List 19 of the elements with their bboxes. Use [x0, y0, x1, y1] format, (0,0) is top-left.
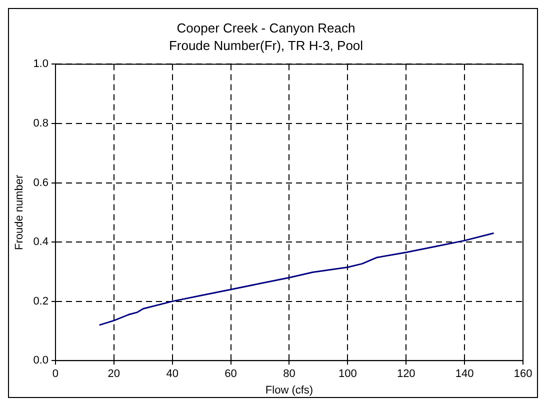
- y-tick-label: 0.4: [33, 236, 48, 248]
- x-tick-label: 160: [514, 368, 532, 380]
- x-axis-title: Flow (cfs): [265, 384, 314, 396]
- x-tick-label: 0: [52, 368, 59, 380]
- x-tick-label: 100: [338, 368, 357, 380]
- x-tick-label: 140: [455, 368, 474, 380]
- x-tick-label: 80: [283, 368, 296, 380]
- y-tick-label: 0.6: [33, 176, 48, 189]
- chart-subtitle: Froude Number(Fr), TR H-3, Pool: [168, 38, 364, 53]
- x-tick-label: 120: [396, 368, 416, 380]
- x-tick-label: 60: [224, 368, 237, 380]
- y-tick-label: 0.2: [33, 295, 48, 308]
- y-tick-label: 1.0: [33, 58, 48, 70]
- x-tick-label: 20: [108, 368, 120, 380]
- x-tick-label: 40: [166, 368, 178, 380]
- y-tick-label: 0.0: [33, 354, 48, 367]
- y-tick-label: 0.8: [33, 118, 48, 130]
- y-axis-title: Froude number: [14, 174, 26, 250]
- chart-title: Cooper Creek - Canyon Reach: [176, 20, 356, 36]
